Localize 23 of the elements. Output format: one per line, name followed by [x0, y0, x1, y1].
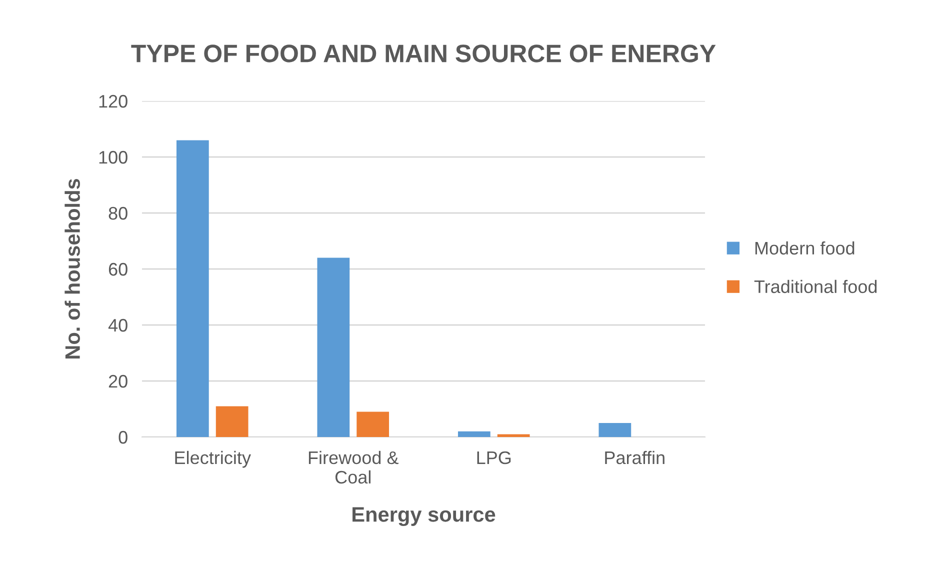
bar	[458, 431, 490, 437]
y-tick-label: 60	[108, 262, 128, 276]
legend-label: Traditional food	[754, 280, 877, 294]
x-tick-label: Electricity	[175, 450, 251, 468]
legend-label: Modern food	[755, 241, 854, 255]
y-tick-label: 40	[108, 318, 128, 332]
y-tick-label: 80	[108, 206, 128, 220]
x-tick-label: Firewood & Coal	[308, 450, 399, 484]
x-tick-label: LPG	[477, 451, 511, 464]
bar	[497, 434, 530, 437]
x-tick-label: Paraffin	[605, 450, 664, 464]
y-tick-label: 100	[99, 150, 128, 164]
y-axis-title: No. of households	[64, 178, 80, 358]
bar	[317, 258, 350, 437]
y-tick-label: 120	[99, 94, 128, 108]
bar	[216, 406, 248, 437]
x-axis-title: Energy source	[352, 507, 496, 526]
y-tick-label: 20	[108, 374, 128, 388]
y-tick-label: 0	[118, 430, 128, 444]
chart-title: TYPE OF FOOD AND MAIN SOURCE OF ENERGY	[131, 44, 716, 62]
bar	[356, 412, 390, 437]
bar	[598, 423, 632, 437]
bar	[176, 140, 209, 437]
